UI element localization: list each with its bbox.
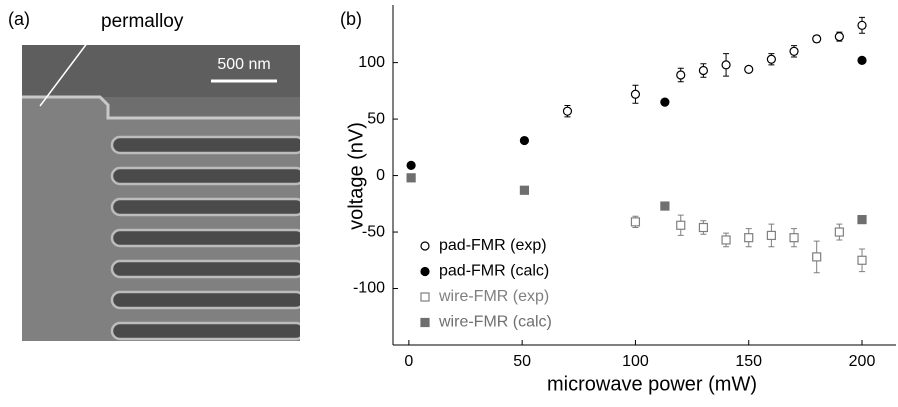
sem-image	[22, 29, 312, 347]
marker	[812, 34, 822, 44]
x-tick-label: 200	[849, 353, 876, 370]
x-tick-label: 150	[735, 353, 762, 370]
marker	[519, 135, 530, 146]
marker	[857, 255, 867, 265]
marker	[857, 20, 867, 30]
marker	[789, 46, 799, 56]
marker	[834, 32, 844, 42]
marker	[698, 65, 709, 76]
legend-label: pad-FMR (calc)	[439, 263, 549, 280]
marker	[698, 222, 709, 233]
marker	[406, 160, 416, 170]
legend-marker	[420, 266, 430, 277]
y-tick-label: 0	[376, 167, 385, 184]
legend-label: wire-FMR (calc)	[438, 314, 552, 331]
marker	[660, 97, 670, 107]
marker	[789, 233, 799, 243]
x-tick-label: 50	[513, 353, 531, 370]
marker	[630, 217, 641, 227]
marker	[812, 252, 822, 262]
marker	[766, 230, 776, 241]
marker	[744, 64, 754, 74]
marker	[406, 173, 416, 183]
annotation: permalloy	[101, 11, 184, 32]
panel-label: (b)	[340, 9, 362, 29]
x-tick-label: 0	[404, 353, 413, 370]
marker	[676, 220, 686, 230]
legend-label: wire-FMR (exp)	[438, 288, 549, 305]
marker	[721, 60, 731, 70]
y-tick-label: 50	[367, 110, 385, 127]
scale-bar-label: 500 nm	[217, 56, 270, 73]
legend-marker	[420, 292, 430, 302]
marker	[519, 185, 530, 195]
y-tick-label: 100	[358, 54, 385, 71]
marker	[660, 201, 670, 211]
legend-marker	[420, 241, 430, 251]
panel-label: (a)	[8, 9, 30, 29]
marker	[676, 70, 686, 80]
legend-label: pad-FMR (exp)	[439, 237, 547, 254]
marker	[766, 54, 776, 64]
marker	[834, 227, 844, 237]
x-tick-label: 100	[622, 353, 649, 370]
marker	[721, 235, 731, 245]
y-tick-label: -100	[353, 280, 385, 297]
legend-marker	[420, 317, 430, 328]
marker	[562, 106, 573, 116]
marker	[857, 55, 867, 65]
marker	[630, 89, 641, 99]
y-axis-label: voltage (nV)	[345, 122, 367, 230]
y-tick-label: -50	[362, 223, 385, 240]
marker	[857, 215, 867, 225]
x-axis-label: microwave power (mW)	[547, 373, 757, 395]
marker	[744, 233, 754, 243]
